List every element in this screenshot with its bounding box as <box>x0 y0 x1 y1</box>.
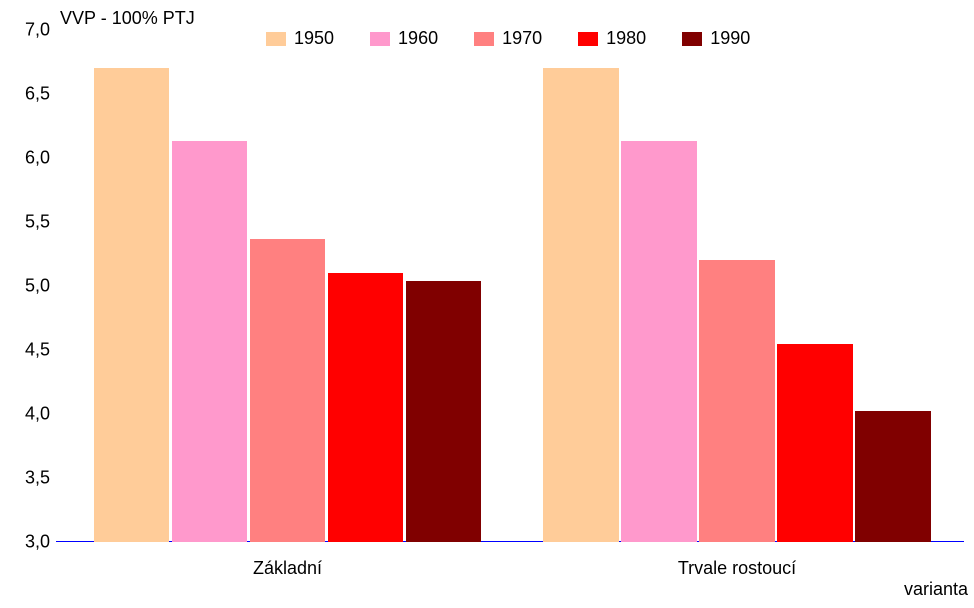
plot-area <box>56 30 964 542</box>
y-tick-label: 6,0 <box>16 148 50 169</box>
bar <box>250 239 325 542</box>
y-tick-label: 4,5 <box>16 340 50 361</box>
bar <box>406 281 481 542</box>
x-tick-label: Trvale rostoucí <box>678 558 796 579</box>
y-tick-label: 7,0 <box>16 20 50 41</box>
y-tick-label: 5,0 <box>16 276 50 297</box>
bar <box>777 344 852 542</box>
y-tick-label: 6,5 <box>16 84 50 105</box>
y-tick-label: 3,5 <box>16 468 50 489</box>
chart-title: VVP - 100% PTJ <box>60 8 195 29</box>
bar <box>543 68 618 542</box>
x-tick-label: Základní <box>253 558 322 579</box>
bar <box>855 411 930 542</box>
bar <box>94 68 169 542</box>
bar <box>699 260 774 542</box>
bar <box>172 141 247 542</box>
chart-container: VVP - 100% PTJ 19501960197019801990 vari… <box>0 0 974 608</box>
bar <box>328 273 403 542</box>
y-tick-label: 3,0 <box>16 532 50 553</box>
x-axis-title: varianta <box>904 579 968 600</box>
bar <box>621 141 696 542</box>
y-tick-label: 5,5 <box>16 212 50 233</box>
y-tick-label: 4,0 <box>16 404 50 425</box>
